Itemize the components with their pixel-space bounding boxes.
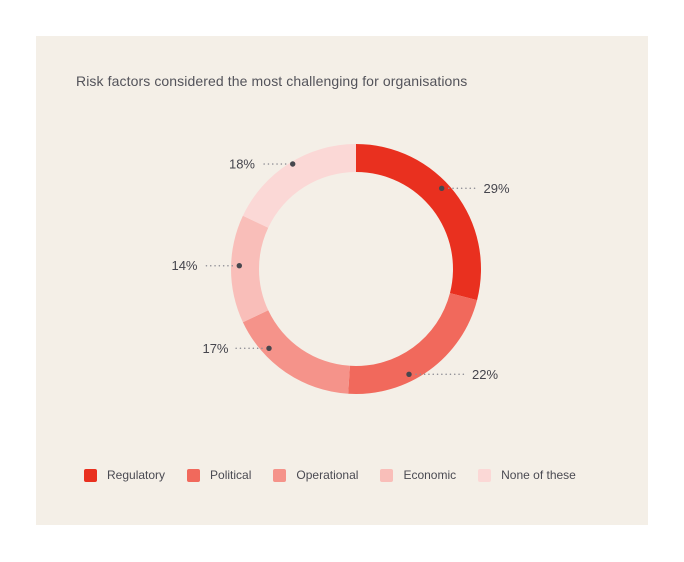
marker-dot-operational	[266, 345, 272, 351]
marker-dot-regulatory	[439, 185, 445, 191]
legend-swatch-none-of-these	[478, 468, 492, 482]
legend-item-economic[interactable]: Economic	[380, 468, 456, 482]
value-label-operational: 17%	[202, 341, 228, 356]
legend-swatch-political	[187, 468, 201, 482]
marker-dot-economic	[236, 263, 242, 269]
legend-swatch-regulatory	[84, 468, 97, 482]
legend-label-economic: Economic	[403, 468, 457, 482]
value-label-none-of-these: 18%	[229, 157, 255, 172]
legend-item-regulatory[interactable]: Regulatory	[84, 468, 165, 482]
legend-label-operational: Operational	[296, 468, 359, 482]
legend-item-none-of-these[interactable]: None of these	[478, 468, 576, 482]
donut-segment-political[interactable]	[348, 293, 478, 394]
chart-legend: Regulatory Political Operational Economic No…	[84, 468, 576, 482]
donut-segment-economic[interactable]	[231, 215, 269, 323]
value-label-economic: 14%	[171, 258, 197, 273]
legend-swatch-operational	[273, 468, 287, 482]
legend-label-regulatory: Regulatory	[107, 468, 166, 482]
legend-item-operational[interactable]: Operational	[273, 468, 358, 482]
legend-label-political: Political	[210, 468, 252, 482]
legend-item-political[interactable]: Political	[187, 468, 251, 482]
value-label-regulatory: 29%	[484, 181, 510, 196]
donut-segment-regulatory[interactable]	[356, 144, 481, 301]
donut-chart: 29% 22% 17% 14% 18%	[171, 144, 510, 394]
marker-dot-political	[406, 371, 412, 377]
chart-card: Risk factors considered the most challen…	[36, 36, 648, 525]
donut-segment-none-of-these[interactable]	[242, 144, 356, 228]
legend-label-none-of-these: None of these	[501, 468, 576, 482]
legend-swatch-economic	[380, 468, 394, 482]
value-label-political: 22%	[472, 367, 498, 382]
donut-segment-operational[interactable]	[242, 310, 350, 394]
chart-title: Risk factors considered the most challen…	[76, 73, 468, 89]
marker-dot-none-of-these	[290, 161, 296, 167]
